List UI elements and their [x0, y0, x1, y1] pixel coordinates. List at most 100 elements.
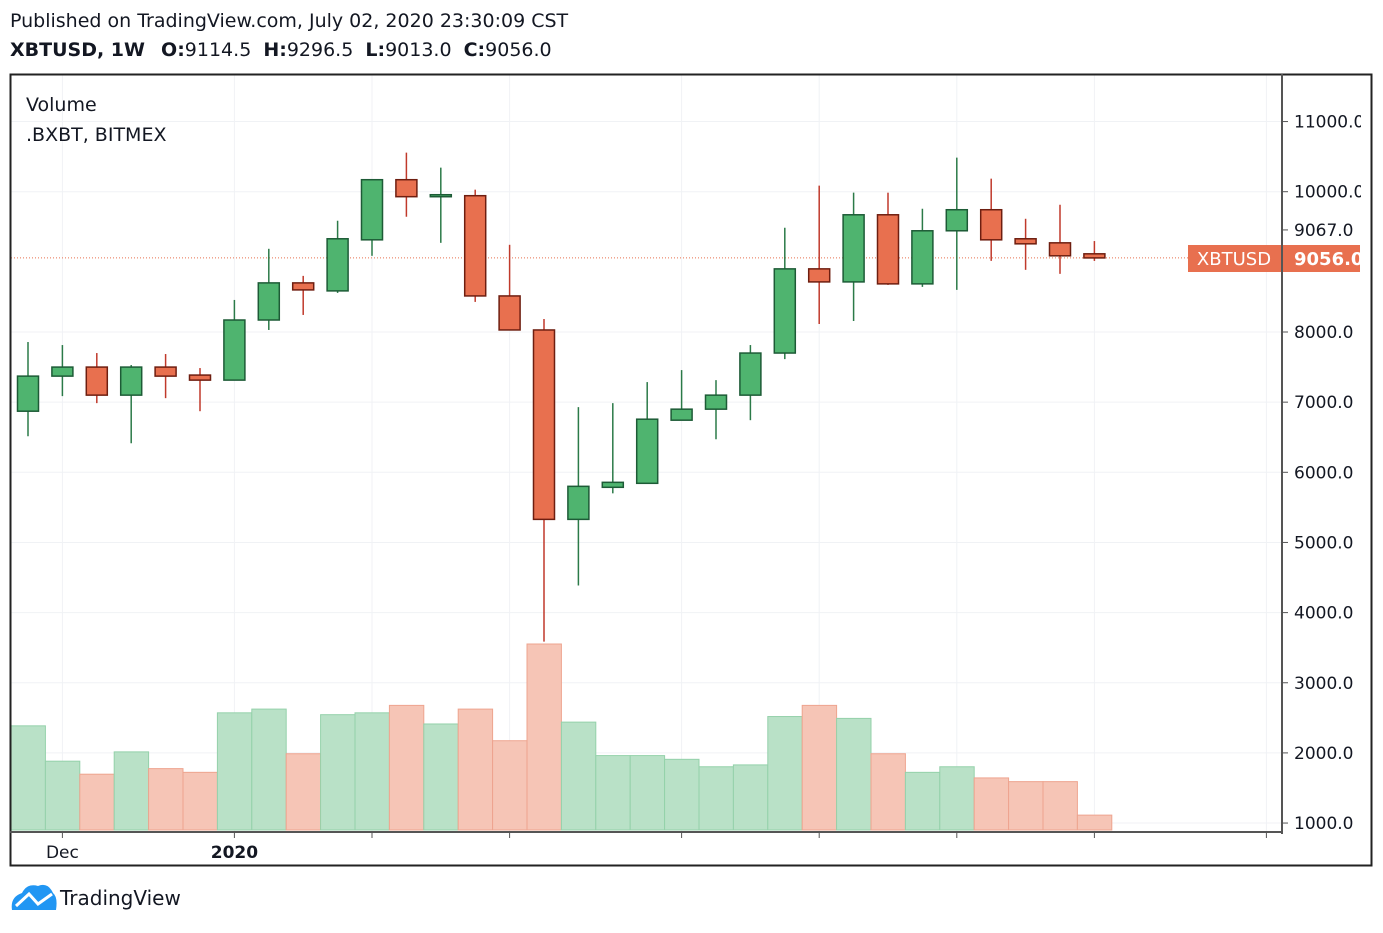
volume-bar [732, 764, 769, 831]
y-tick-label: 11000.0 [1294, 113, 1364, 133]
volume-bar [939, 766, 975, 831]
volume-bar [11, 725, 46, 831]
y-tick-label: 1000.0 [1294, 814, 1353, 834]
candle[interactable] [119, 365, 143, 444]
low-label: L: [365, 39, 385, 61]
candle-body [876, 214, 900, 285]
candle-body [567, 485, 590, 521]
ohlc-line: XBTUSD, 1W O:9114.5 H:9296.5 L:9013.0 C:… [10, 39, 552, 61]
candle[interactable] [739, 345, 762, 421]
candle-body [188, 374, 212, 381]
candle-body [463, 194, 487, 297]
price-axis[interactable]: 11000.0 10000.0 9067.0 8000.0 7000.0 6000.0 50… [1282, 113, 1364, 835]
legend-volume: Volume [26, 94, 97, 116]
volume-bar [44, 760, 81, 831]
candle-body [257, 282, 281, 321]
candle[interactable] [842, 192, 865, 321]
volume-bar [1008, 781, 1044, 831]
candle[interactable] [532, 318, 556, 642]
y-tick-label: 6000.0 [1294, 463, 1353, 483]
brand-name: TradingView [59, 886, 181, 910]
y-tick-label: 4000.0 [1294, 604, 1353, 624]
candle[interactable] [463, 189, 487, 302]
candle-body [635, 418, 659, 485]
candle[interactable] [1083, 241, 1106, 261]
candle-body [1083, 253, 1106, 259]
volume-bar [182, 771, 218, 831]
candle[interactable] [567, 407, 590, 586]
legend-source: .BXBT, BITMEX [26, 124, 166, 146]
open-value: 9114.5 [185, 39, 251, 61]
volume-bar [664, 758, 700, 831]
published-line: Published on TradingView.com, July 02, 2… [10, 10, 569, 32]
candle[interactable] [1048, 204, 1072, 274]
candle[interactable] [154, 354, 177, 399]
candle[interactable] [911, 208, 934, 287]
symbol-tag: XBTUSD [1197, 249, 1271, 270]
candle[interactable] [395, 152, 418, 217]
volume-bar [973, 777, 1010, 831]
y-tick-label: 2000.0 [1294, 744, 1353, 764]
candle[interactable] [16, 342, 40, 437]
candle-body [16, 375, 40, 412]
volume-bar [870, 753, 906, 831]
candle[interactable] [704, 380, 728, 440]
volume-bar [629, 755, 666, 831]
symbol-tag-bg [1188, 245, 1281, 272]
y-tick-label: 3000.0 [1294, 674, 1353, 694]
candle[interactable] [601, 403, 625, 494]
candle[interactable] [51, 345, 74, 397]
volume-bar [767, 716, 803, 831]
candle[interactable] [807, 185, 831, 325]
time-axis[interactable]: Dec 2020 [46, 832, 1267, 863]
candle-body [395, 178, 418, 198]
candle[interactable] [360, 178, 384, 256]
candle[interactable] [498, 244, 521, 331]
candle-body [291, 282, 315, 291]
candle[interactable] [291, 275, 315, 315]
candle-body [326, 238, 349, 292]
candle[interactable] [876, 192, 900, 285]
candle[interactable] [979, 178, 1003, 261]
y-tick-label: 9067.0 [1294, 221, 1353, 241]
volume-bar [388, 704, 425, 831]
volume-bar [1076, 814, 1113, 831]
candle-body [119, 366, 143, 396]
y-tick-label: 8000.0 [1294, 323, 1353, 343]
volume-bar [836, 717, 872, 831]
candle[interactable] [1014, 218, 1037, 270]
candle[interactable] [945, 157, 969, 290]
volume-bar [113, 751, 150, 831]
tradingview-logo[interactable]: TradingView [11, 884, 181, 910]
tradingview-line-icon [14, 891, 53, 908]
close-label: C: [464, 39, 486, 61]
candle-body [601, 481, 625, 489]
candle-body [154, 366, 177, 377]
chart-frame [9, 73, 1373, 867]
candle-body [704, 394, 728, 410]
candle[interactable] [773, 227, 797, 360]
y-tick-label: 7000.0 [1294, 393, 1353, 413]
volume-bar [595, 755, 631, 831]
volume-bar [698, 766, 734, 831]
volume-bar [423, 723, 459, 831]
candle[interactable] [635, 382, 659, 485]
candle-body [51, 366, 74, 377]
volume-bar [492, 740, 528, 831]
volume-bar [560, 721, 597, 831]
candle[interactable] [670, 370, 693, 421]
candle[interactable] [257, 248, 281, 330]
candle-body [773, 268, 797, 354]
volume-bar [148, 768, 184, 831]
candle[interactable] [188, 368, 212, 412]
candle-body [223, 319, 246, 381]
candle[interactable] [326, 220, 349, 293]
candle-body [85, 366, 109, 396]
volume-bar [285, 753, 322, 831]
candle[interactable] [223, 299, 246, 381]
y-tick-label: 5000.0 [1294, 533, 1353, 553]
volume-bar [354, 712, 390, 831]
candle[interactable] [429, 167, 453, 243]
candle[interactable] [85, 353, 109, 404]
